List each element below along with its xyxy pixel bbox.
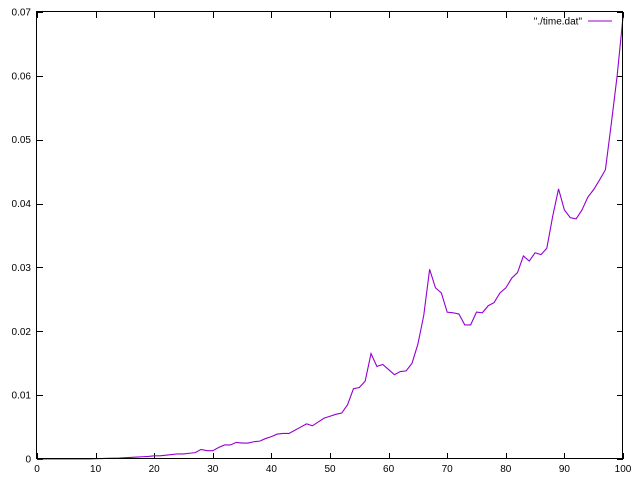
y-tick-label: 0.02 (12, 327, 32, 338)
x-tick-label: 90 (559, 464, 571, 475)
x-tick-label: 10 (90, 464, 102, 475)
y-tick-label: 0.05 (12, 135, 32, 146)
x-tick-label: 0 (34, 464, 40, 475)
axis-tick-labels: 0 10 20 30 40 50 60 70 80 90 100 0 0.01 0.02 0.03 0.04 0… (12, 8, 632, 476)
y-tick-label: 0.04 (12, 199, 32, 210)
y-tick-label: 0.07 (12, 8, 32, 19)
legend: "./time.dat" (534, 17, 612, 28)
x-tick-label: 40 (266, 464, 278, 475)
x-tick-label: 70 (442, 464, 454, 475)
x-tick-label: 80 (500, 464, 512, 475)
legend-label: "./time.dat" (534, 17, 583, 28)
x-tick-label: 50 (324, 464, 336, 475)
y-tick-label: 0 (25, 455, 31, 466)
x-tick-label: 60 (383, 464, 395, 475)
y-tick-label: 0.01 (12, 391, 32, 402)
plot-border (36, 11, 623, 459)
y-tick-label: 0.06 (12, 71, 32, 82)
x-tick-label: 20 (149, 464, 161, 475)
y-tick-label: 0.03 (12, 263, 32, 274)
x-tick-label: 100 (615, 464, 632, 475)
x-tick-label: 30 (207, 464, 219, 475)
series-line-time-dat (37, 17, 624, 460)
